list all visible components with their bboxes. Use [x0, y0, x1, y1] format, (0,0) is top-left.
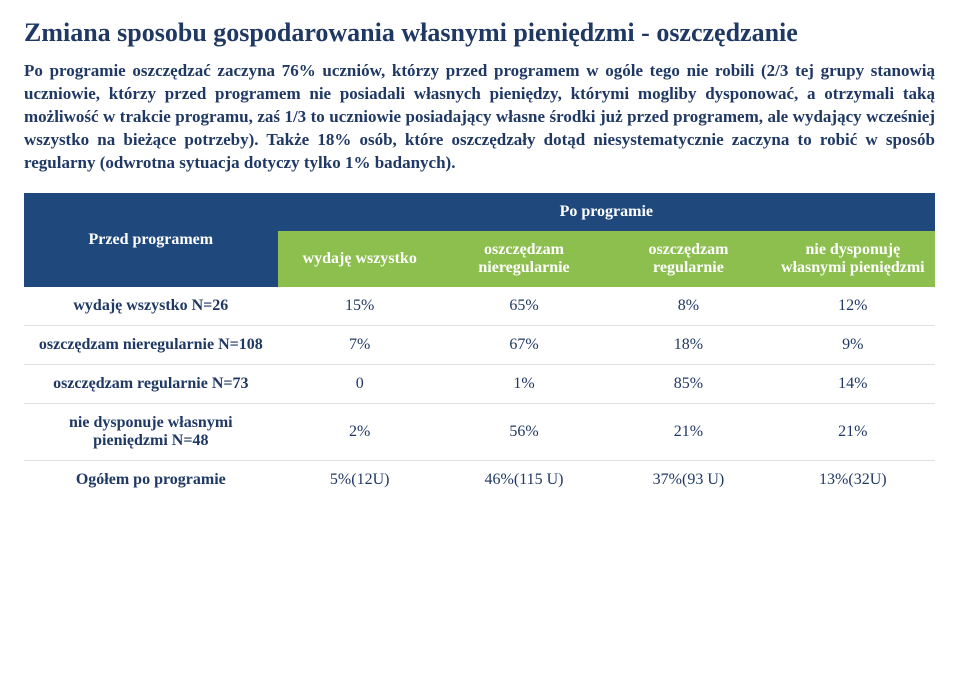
cell: 18%: [606, 325, 770, 364]
cell: 14%: [771, 364, 935, 403]
cell: 9%: [771, 325, 935, 364]
cell: 7%: [278, 325, 442, 364]
header-przed-programem: Przed programem: [24, 193, 278, 287]
intro-paragraph: Po programie oszczędzać zaczyna 76% uczn…: [24, 60, 935, 175]
cell: 67%: [442, 325, 606, 364]
cell: 21%: [771, 403, 935, 460]
cell: 37%(93 U): [606, 460, 770, 499]
header-po-programie: Po programie: [278, 193, 935, 231]
cell: 46%(115 U): [442, 460, 606, 499]
row-label: nie dysponuje własnymi pieniędzmi N=48: [24, 403, 278, 460]
table-row: oszczędzam regularnie N=73 0 1% 85% 14%: [24, 364, 935, 403]
col-nie-dysponuje: nie dysponuję własnymi pieniędzmi: [771, 231, 935, 287]
cell: 15%: [278, 287, 442, 326]
cell: 13%(32U): [771, 460, 935, 499]
col-oszczedzam-regularnie: oszczędzam regularnie: [606, 231, 770, 287]
col-oszczedzam-nieregularnie: oszczędzam nieregularnie: [442, 231, 606, 287]
row-label-total: Ogółem po programie: [24, 460, 278, 499]
cell: 65%: [442, 287, 606, 326]
table-row: wydaję wszystko N=26 15% 65% 8% 12%: [24, 287, 935, 326]
table-row: nie dysponuje własnymi pieniędzmi N=48 2…: [24, 403, 935, 460]
col-wydaje-wszystko: wydaję wszystko: [278, 231, 442, 287]
cell: 0: [278, 364, 442, 403]
row-label: oszczędzam nieregularnie N=108: [24, 325, 278, 364]
cell: 21%: [606, 403, 770, 460]
cell: 5%(12U): [278, 460, 442, 499]
cell: 12%: [771, 287, 935, 326]
table-header-row-1: Przed programem Po programie: [24, 193, 935, 231]
table-row: oszczędzam nieregularnie N=108 7% 67% 18…: [24, 325, 935, 364]
transition-table: Przed programem Po programie wydaję wszy…: [24, 193, 935, 499]
slide-page: Zmiana sposobu gospodarowania własnymi p…: [0, 0, 959, 517]
cell: 8%: [606, 287, 770, 326]
table-row-total: Ogółem po programie 5%(12U) 46%(115 U) 3…: [24, 460, 935, 499]
cell: 56%: [442, 403, 606, 460]
cell: 85%: [606, 364, 770, 403]
cell: 1%: [442, 364, 606, 403]
cell: 2%: [278, 403, 442, 460]
row-label: wydaję wszystko N=26: [24, 287, 278, 326]
row-label: oszczędzam regularnie N=73: [24, 364, 278, 403]
page-title: Zmiana sposobu gospodarowania własnymi p…: [24, 18, 935, 48]
